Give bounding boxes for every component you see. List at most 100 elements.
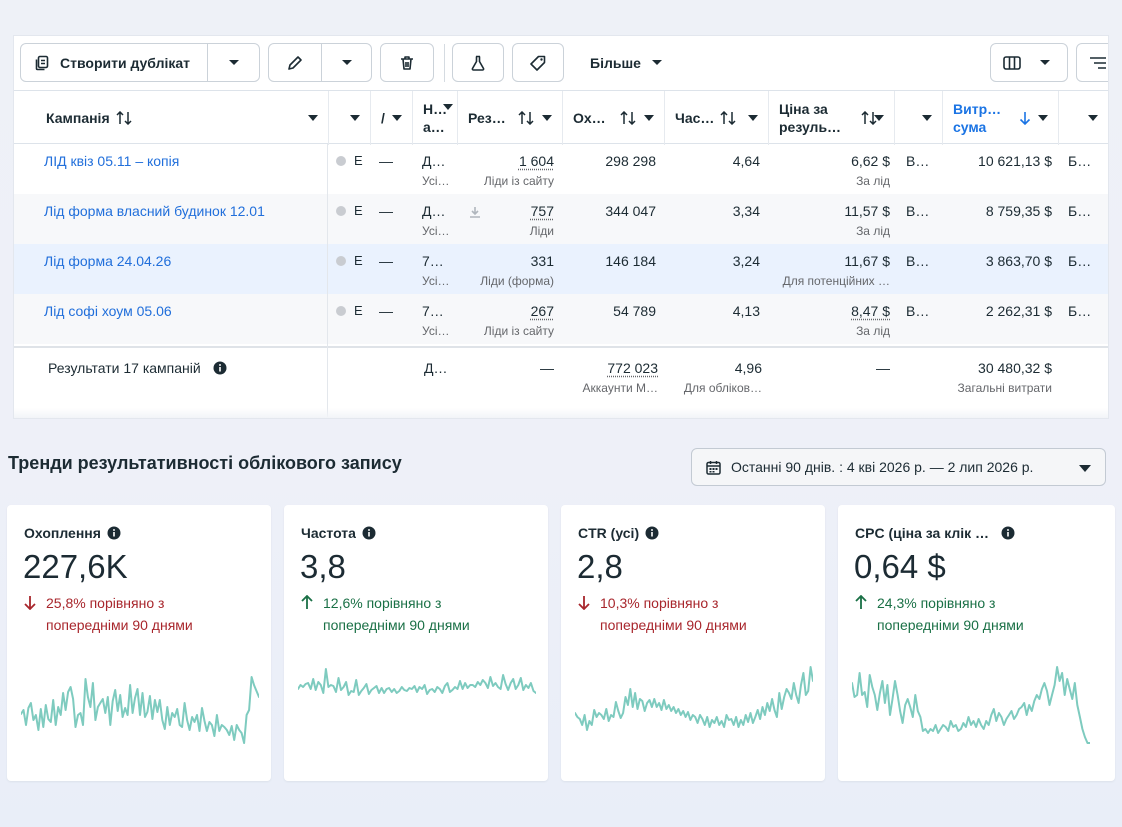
duplicate-label: Створити дублікат bbox=[60, 54, 191, 71]
status-cell: Е bbox=[336, 153, 363, 168]
info-icon[interactable] bbox=[362, 526, 376, 540]
results-cell: 267 Ліди із сайту bbox=[483, 303, 554, 338]
status-dot-icon bbox=[336, 256, 346, 266]
c4-cell: 7… Усі… bbox=[422, 303, 450, 338]
c9-cell: В… bbox=[906, 253, 930, 269]
chevron-down-icon bbox=[308, 115, 318, 121]
c4-cell: 7… Усі… bbox=[422, 253, 450, 288]
trash-icon bbox=[401, 55, 413, 70]
table-row[interactable]: Лід форма власний будинок 12.01 Е — Д… Ус… bbox=[14, 194, 1108, 244]
column-header-c4[interactable]: Н… а… bbox=[412, 91, 457, 145]
sort-icon bbox=[443, 104, 453, 110]
download-icon[interactable] bbox=[469, 205, 481, 221]
campaign-name-link[interactable]: Лід форма власний будинок 12.01 bbox=[44, 203, 265, 219]
edit-split-button bbox=[268, 43, 372, 82]
c11-cell: Б… bbox=[1068, 253, 1092, 269]
cost-per-result-cell: 11,57 $ За лід bbox=[844, 203, 890, 238]
column-header-c11[interactable] bbox=[1058, 91, 1108, 145]
c9-cell: В… bbox=[906, 203, 930, 219]
card-value: 3,8 bbox=[300, 548, 346, 585]
column-divider bbox=[327, 144, 328, 418]
info-icon[interactable] bbox=[1001, 526, 1015, 540]
column-header-c9[interactable] bbox=[894, 91, 942, 145]
table-row[interactable]: Лід софі хоум 05.06 Е — 7… Усі… 267 Ліди і… bbox=[14, 294, 1108, 344]
date-range-button[interactable]: Останні 90 днів. : 4 кві 2026 р. — 2 лип… bbox=[691, 448, 1106, 486]
toolbar: Створити дублікат bbox=[14, 36, 1108, 90]
card-delta: 24,3% порівняно з попередніми 90 днями bbox=[855, 592, 1055, 636]
chevron-down-icon bbox=[748, 115, 758, 121]
results-cell: 757 Ліди bbox=[529, 203, 554, 238]
sparkline-chart bbox=[298, 668, 536, 696]
trend-card-cpc[interactable]: CPC (ціна за клік … 0,64 $ 24,3% порівня… bbox=[838, 505, 1115, 781]
status-cell: Е bbox=[336, 203, 363, 218]
tag-button[interactable] bbox=[512, 43, 564, 82]
amount-spent-cell: 2 262,31 $ bbox=[985, 303, 1052, 319]
status-dot-icon bbox=[336, 306, 346, 316]
reach-cell: 344 047 bbox=[605, 203, 656, 219]
amount-spent-cell: 10 621,13 $ bbox=[978, 153, 1052, 169]
more-label: Більше bbox=[590, 54, 641, 71]
trend-card-ctr[interactable]: CTR (усі) 2,8 10,3% порівняно з попередн… bbox=[561, 505, 825, 781]
arrow-up-icon bbox=[301, 595, 313, 609]
trend-card-frequency[interactable]: Частота 3,8 12,6% порівняно з попереднім… bbox=[284, 505, 548, 781]
cost-per-result-cell: 8,47 $ За лід bbox=[851, 303, 890, 338]
reach-cell: 146 184 bbox=[605, 253, 656, 269]
info-icon[interactable] bbox=[213, 361, 227, 375]
campaign-name-link[interactable]: Лід софі хоум 05.06 bbox=[44, 303, 172, 319]
sparkline-series bbox=[852, 666, 1090, 744]
info-icon[interactable] bbox=[645, 526, 659, 540]
summary-cost-per-result: — bbox=[876, 360, 890, 376]
breakdown-button[interactable] bbox=[1076, 43, 1108, 82]
campaigns-table: Кампанія / Н… а… Рез… Ох… bbox=[14, 90, 1108, 418]
cost-per-result-cell: 11,67 $ Для потенційних … bbox=[782, 253, 890, 288]
edit-dropdown-button[interactable] bbox=[322, 44, 372, 81]
frequency-cell: 4,13 bbox=[732, 303, 760, 319]
duplicate-button[interactable]: Створити дублікат bbox=[21, 44, 207, 81]
trend-card-reach[interactable]: Охоплення 227,6K 25,8% порівняно з попер… bbox=[7, 505, 271, 781]
table-row[interactable]: ЛІД квіз 05.11 – копія Е — Д… Усі… 1 604 Л… bbox=[14, 144, 1108, 194]
reach-cell: 298 298 bbox=[605, 153, 656, 169]
table-row[interactable]: Лід форма 24.04.26 Е — 7… Усі… 331 Ліди (ф… bbox=[14, 244, 1108, 294]
c9-cell: В… bbox=[906, 303, 930, 319]
delete-button[interactable] bbox=[380, 43, 434, 82]
columns-button[interactable] bbox=[990, 43, 1068, 82]
column-header-delivery[interactable] bbox=[328, 91, 370, 145]
c9-cell: В… bbox=[906, 153, 930, 169]
column-header-campaign[interactable]: Кампанія bbox=[36, 91, 328, 145]
duplicate-dropdown-button[interactable] bbox=[208, 44, 260, 81]
arrow-down-icon bbox=[1019, 112, 1031, 125]
sort-icon bbox=[518, 111, 534, 125]
arrow-up-icon bbox=[855, 595, 867, 609]
column-header-reach[interactable]: Ох… bbox=[562, 91, 664, 145]
column-header-amount-spent[interactable]: Витр… сума bbox=[942, 91, 1058, 145]
c11-cell: Б… bbox=[1068, 153, 1092, 169]
amount-spent-cell: 8 759,35 $ bbox=[985, 203, 1052, 219]
column-header-frequency[interactable]: Час… bbox=[664, 91, 768, 145]
summary-frequency: 4,96 Для обліков… bbox=[683, 360, 762, 395]
edit-button[interactable] bbox=[269, 44, 321, 81]
summary-amount-spent: 30 480,32 $ Загальні витрати bbox=[957, 360, 1052, 395]
truncated-label: / bbox=[381, 110, 385, 126]
column-header-results[interactable]: Рез… bbox=[457, 91, 562, 145]
chevron-down-icon bbox=[542, 115, 552, 121]
results-cell: 1 604 Ліди із сайту bbox=[483, 153, 554, 188]
campaign-name-link[interactable]: Лід форма 24.04.26 bbox=[44, 253, 172, 269]
more-button[interactable]: Більше bbox=[578, 43, 674, 82]
column-header-cost-per-result[interactable]: Ціна за резуль… bbox=[768, 91, 894, 145]
status-cell: Е bbox=[336, 253, 363, 268]
chevron-down-icon bbox=[922, 115, 932, 121]
chevron-down-icon bbox=[1038, 115, 1048, 121]
column-header-attribution[interactable]: / bbox=[370, 91, 412, 145]
info-icon[interactable] bbox=[107, 526, 121, 540]
sparkline-series bbox=[575, 666, 813, 731]
campaign-name-link[interactable]: ЛІД квіз 05.11 – копія bbox=[44, 153, 180, 169]
chevron-down-icon bbox=[1088, 115, 1098, 121]
chevron-down-icon bbox=[342, 59, 352, 65]
card-title: Частота bbox=[301, 525, 376, 541]
attribution-cell: — bbox=[379, 153, 393, 169]
campaigns-panel: Створити дублікат bbox=[14, 36, 1108, 418]
results-cell: 331 Ліди (форма) bbox=[480, 253, 554, 288]
test-button[interactable] bbox=[452, 43, 504, 82]
chevron-down-icon bbox=[1040, 59, 1050, 65]
chevron-down-icon bbox=[392, 115, 402, 121]
